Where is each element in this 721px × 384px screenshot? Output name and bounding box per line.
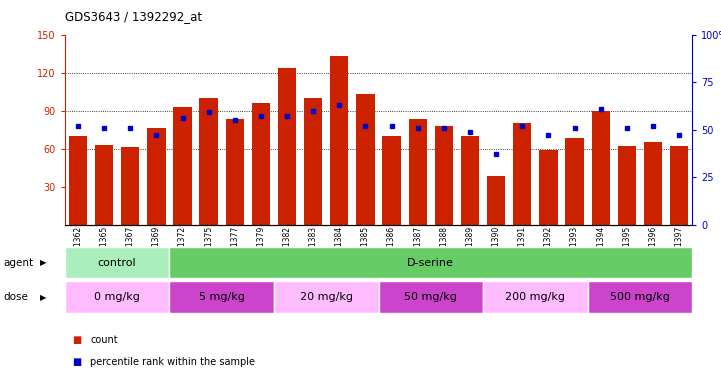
Text: 5 mg/kg: 5 mg/kg: [199, 292, 244, 302]
Text: 500 mg/kg: 500 mg/kg: [610, 292, 670, 302]
Bar: [356, 94, 375, 225]
Bar: [539, 150, 557, 225]
Text: D-serine: D-serine: [407, 258, 454, 268]
Text: 0 mg/kg: 0 mg/kg: [94, 292, 140, 302]
Bar: [68, 136, 87, 225]
Bar: [169, 247, 692, 278]
Bar: [644, 142, 662, 225]
Bar: [330, 56, 348, 225]
Bar: [483, 281, 588, 313]
Bar: [487, 177, 505, 225]
Bar: [618, 146, 636, 225]
Bar: [278, 68, 296, 225]
Text: GDS3643 / 1392292_at: GDS3643 / 1392292_at: [65, 10, 202, 23]
Text: 200 mg/kg: 200 mg/kg: [505, 292, 565, 302]
Bar: [65, 281, 169, 313]
Bar: [169, 281, 274, 313]
Bar: [409, 119, 427, 225]
Text: percentile rank within the sample: percentile rank within the sample: [90, 357, 255, 367]
Text: control: control: [98, 258, 136, 268]
Bar: [65, 247, 169, 278]
Bar: [226, 119, 244, 225]
Text: 20 mg/kg: 20 mg/kg: [300, 292, 353, 302]
Bar: [670, 146, 689, 225]
Text: ▶: ▶: [40, 293, 46, 302]
Bar: [121, 147, 139, 225]
Text: dose: dose: [4, 292, 29, 302]
Text: ■: ■: [72, 335, 81, 345]
Bar: [379, 281, 483, 313]
Bar: [461, 136, 479, 225]
Bar: [382, 136, 401, 225]
Bar: [565, 139, 584, 225]
Bar: [591, 111, 610, 225]
Text: ▶: ▶: [40, 258, 46, 267]
Bar: [435, 126, 453, 225]
Text: agent: agent: [4, 258, 34, 268]
Bar: [173, 107, 192, 225]
Text: 50 mg/kg: 50 mg/kg: [404, 292, 457, 302]
Bar: [588, 281, 692, 313]
Bar: [304, 98, 322, 225]
Bar: [147, 128, 166, 225]
Text: count: count: [90, 335, 118, 345]
Bar: [200, 98, 218, 225]
Bar: [95, 145, 113, 225]
Bar: [252, 103, 270, 225]
Text: ■: ■: [72, 357, 81, 367]
Bar: [513, 123, 531, 225]
Bar: [274, 281, 379, 313]
